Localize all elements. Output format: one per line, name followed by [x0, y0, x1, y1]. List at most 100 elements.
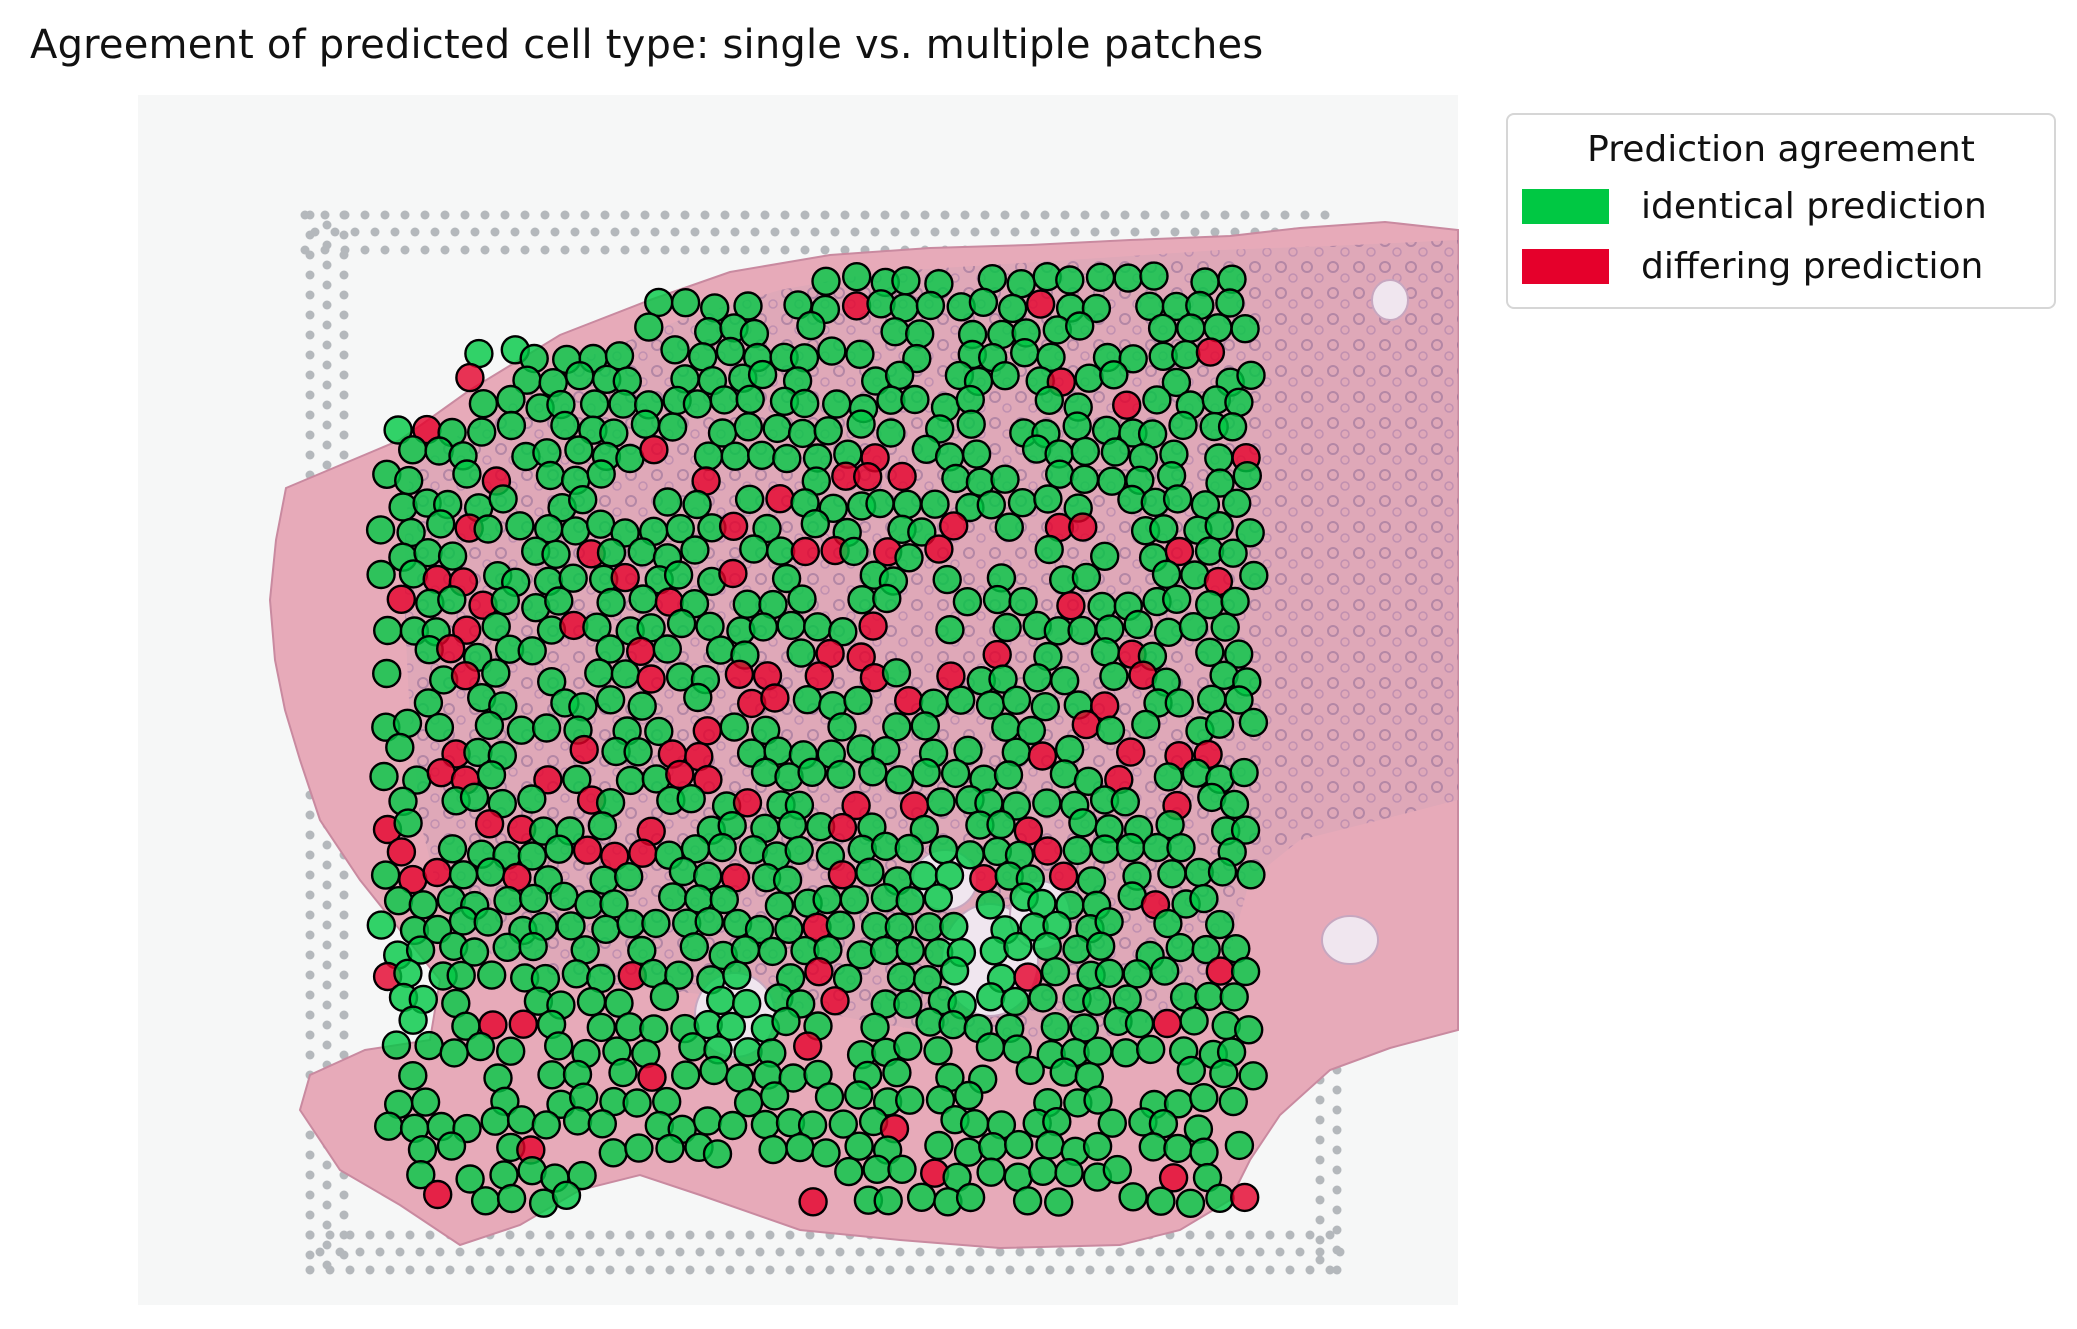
fiducial-dot	[400, 210, 410, 220]
fiducial-dot	[525, 1265, 535, 1275]
fiducial-dot	[305, 810, 315, 820]
fiducial-dot	[685, 1265, 695, 1275]
spot-identical	[488, 484, 518, 514]
fiducial-dot	[680, 210, 690, 220]
spot-identical	[870, 883, 901, 913]
fiducial-dot	[515, 1247, 525, 1257]
spot-identical	[925, 1085, 956, 1115]
fiducial-dot	[540, 245, 550, 255]
spot-identical	[1221, 488, 1252, 518]
fiducial-dot	[625, 1265, 635, 1275]
spot-differing	[572, 835, 603, 865]
spot-identical	[940, 758, 971, 789]
spot-identical	[784, 835, 814, 865]
fiducial-dot	[1275, 1247, 1285, 1257]
spot-identical	[665, 513, 695, 544]
fiducial-dot	[525, 1230, 535, 1240]
spot-differing	[1158, 1163, 1189, 1193]
spot-identical	[1204, 909, 1235, 940]
spot-differing	[1025, 289, 1056, 319]
spot-identical	[911, 758, 941, 788]
spot-identical	[923, 1036, 953, 1066]
spot-identical	[1230, 956, 1261, 987]
spot-identical	[668, 856, 699, 887]
fiducial-dot	[420, 210, 430, 220]
fiducial-dot	[360, 245, 370, 255]
spot-identical	[666, 608, 697, 639]
fiducial-dot	[1155, 1247, 1165, 1257]
fiducial-dot	[710, 227, 720, 237]
fiducial-dot	[565, 1265, 575, 1275]
fiducial-dot	[322, 900, 332, 910]
spot-identical	[1094, 907, 1124, 937]
spot-identical	[558, 563, 588, 593]
fiducial-dot	[339, 970, 349, 980]
spot-identical	[1000, 986, 1030, 1017]
spot-identical	[895, 886, 925, 916]
spot-identical	[608, 389, 638, 419]
fiducial-dot	[322, 840, 332, 850]
spot-identical	[615, 765, 646, 796]
fiducial-dot	[825, 1265, 835, 1275]
spot-identical	[772, 443, 802, 474]
spot-identical	[822, 389, 852, 419]
spot-identical	[796, 310, 826, 341]
spot-identical	[556, 911, 586, 941]
fiducial-dot	[339, 430, 349, 440]
fiducial-dot	[720, 245, 730, 255]
spot-identical	[1006, 269, 1036, 299]
fiducial-dot	[322, 420, 332, 430]
spot-identical	[993, 760, 1024, 790]
fiducial-dot	[445, 1265, 455, 1275]
spot-identical	[860, 1012, 890, 1042]
fiducial-dot	[945, 1265, 955, 1275]
fiducial-dot	[820, 210, 830, 220]
fiducial-dot	[1255, 1247, 1265, 1257]
fiducial-dot	[322, 860, 332, 870]
fiducial-dot	[322, 920, 332, 930]
spot-identical	[895, 935, 925, 966]
spot-identical	[1071, 562, 1102, 593]
spot-identical	[926, 787, 956, 817]
spot-identical	[1176, 313, 1206, 343]
fiducial-dot	[645, 1230, 655, 1240]
spot-identical	[641, 908, 671, 939]
fiducial-dot	[305, 390, 315, 400]
spot-identical	[424, 712, 455, 743]
fiducial-dot	[715, 1247, 725, 1257]
fiducial-dot	[1225, 1230, 1235, 1240]
fiducial-dot	[305, 970, 315, 980]
spot-identical	[1218, 538, 1248, 568]
fiducial-dot	[1240, 210, 1250, 220]
spot-identical	[953, 1137, 984, 1167]
fiducial-dot	[665, 1265, 675, 1275]
spot-identical	[695, 611, 725, 641]
spot-differing	[798, 1187, 828, 1217]
spot-identical	[884, 360, 915, 390]
spot-differing	[804, 661, 834, 691]
fiducial-dot	[322, 340, 332, 350]
spot-identical	[398, 435, 428, 465]
spot-differing	[841, 790, 871, 821]
spot-identical	[858, 757, 888, 787]
fiducial-dot	[1315, 1175, 1325, 1185]
spot-identical	[436, 1131, 467, 1161]
spot-identical	[1153, 908, 1183, 939]
fiducial-dot	[450, 227, 460, 237]
fiducial-dot	[760, 210, 770, 220]
spot-identical	[683, 682, 713, 713]
spot-identical	[757, 936, 788, 967]
spot-identical	[610, 518, 640, 548]
spot-differing	[1152, 1008, 1182, 1039]
spot-identical	[1115, 832, 1146, 863]
spot-identical	[876, 418, 906, 448]
spot-identical	[1049, 1057, 1079, 1087]
fiducial-dot	[1115, 1247, 1125, 1257]
spot-identical	[873, 1185, 903, 1216]
spot-identical	[834, 1156, 864, 1187]
spot-identical	[1012, 1186, 1043, 1216]
fiducial-dot	[1175, 1247, 1185, 1257]
fiducial-dot	[339, 1230, 349, 1240]
spot-identical	[891, 266, 921, 296]
spot-identical	[716, 1011, 746, 1042]
